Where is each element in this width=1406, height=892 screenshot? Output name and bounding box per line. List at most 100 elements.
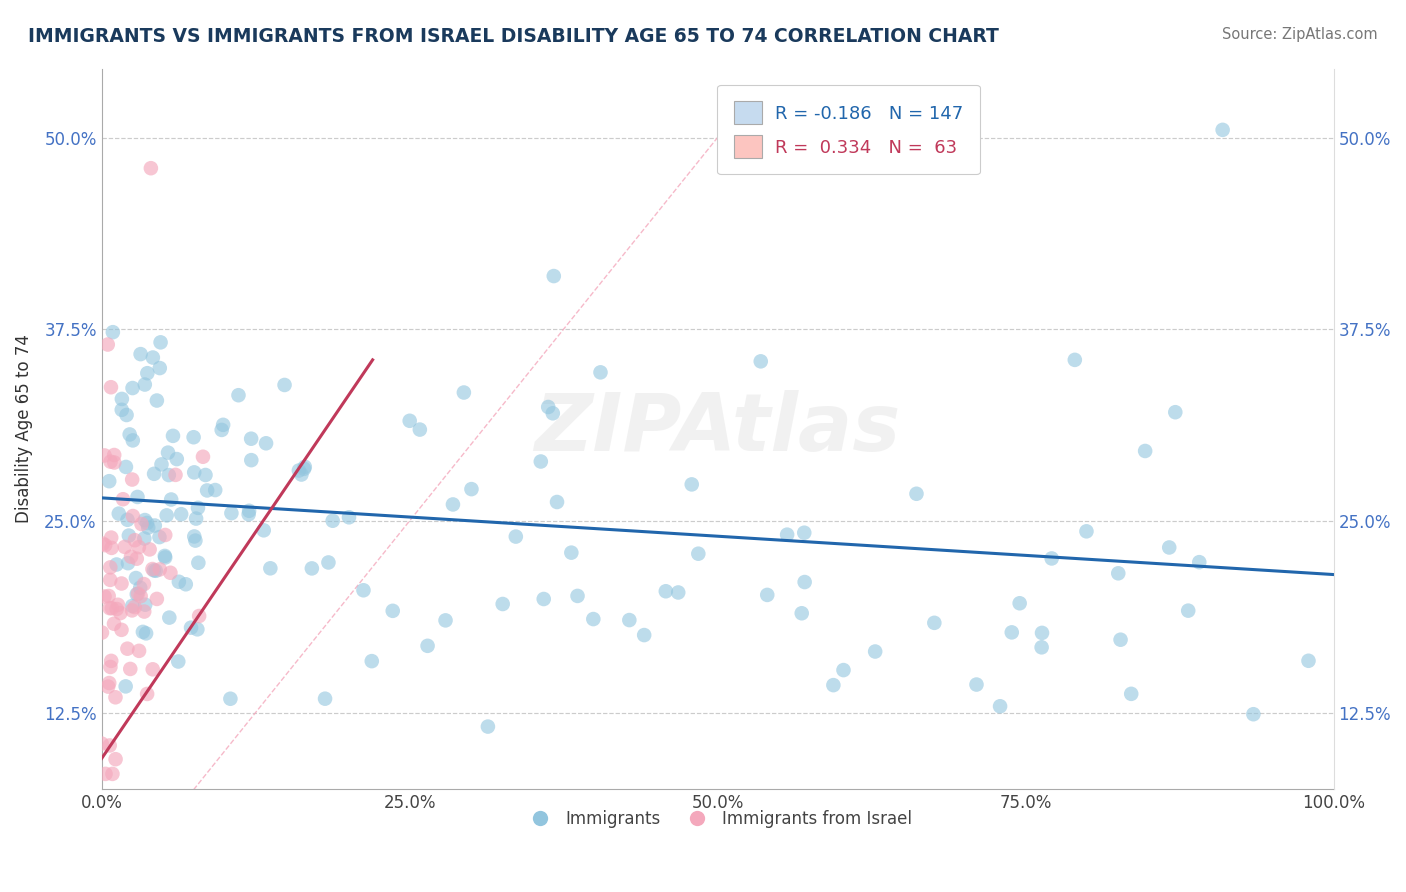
Point	[111, 392, 134, 406]
Point	[337, 510, 360, 524]
Point	[157, 468, 180, 483]
Point	[110, 606, 132, 620]
Point	[110, 623, 132, 637]
Point	[134, 598, 156, 612]
Point	[1177, 604, 1199, 618]
Point	[98, 739, 121, 753]
Point	[1107, 566, 1129, 581]
Point	[117, 513, 139, 527]
Text: IMMIGRANTS VS IMMIGRANTS FROM ISRAEL DISABILITY AGE 65 TO 74 CORRELATION CHART: IMMIGRANTS VS IMMIGRANTS FROM ISRAEL DIS…	[28, 27, 1000, 45]
Point	[793, 525, 815, 540]
Point	[91, 625, 114, 640]
Point	[136, 366, 159, 380]
Point	[477, 720, 499, 734]
Point	[688, 547, 710, 561]
Point	[1008, 596, 1031, 610]
Point	[118, 427, 141, 442]
Point	[104, 752, 127, 766]
Point	[681, 477, 703, 491]
Point	[204, 483, 226, 497]
Point	[567, 589, 589, 603]
Point	[191, 450, 214, 464]
Point	[134, 513, 156, 527]
Point	[141, 562, 163, 576]
Point	[97, 589, 120, 603]
Point	[100, 541, 122, 555]
Point	[104, 690, 127, 705]
Point	[100, 380, 122, 394]
Point	[318, 556, 340, 570]
Point	[1241, 707, 1264, 722]
Point	[97, 680, 120, 694]
Point	[1159, 541, 1181, 555]
Point	[170, 507, 193, 521]
Point	[505, 530, 527, 544]
Point	[184, 511, 207, 525]
Y-axis label: Disability Age 65 to 74: Disability Age 65 to 74	[15, 334, 32, 524]
Point	[398, 414, 420, 428]
Point	[434, 613, 457, 627]
Point	[416, 639, 439, 653]
Point	[121, 434, 143, 448]
Point	[117, 641, 139, 656]
Point	[105, 558, 128, 572]
Point	[157, 610, 180, 624]
Point	[655, 584, 678, 599]
Point	[142, 662, 165, 676]
Point	[121, 599, 143, 613]
Point	[143, 467, 166, 481]
Point	[187, 500, 209, 515]
Point	[146, 591, 169, 606]
Point	[157, 445, 180, 459]
Point	[183, 529, 205, 543]
Point	[905, 487, 928, 501]
Point	[988, 699, 1011, 714]
Point	[165, 467, 187, 482]
Point	[288, 463, 311, 477]
Point	[111, 402, 134, 417]
Point	[132, 577, 155, 591]
Point	[1121, 687, 1143, 701]
Point	[183, 466, 205, 480]
Point	[114, 679, 136, 693]
Point	[187, 556, 209, 570]
Point	[136, 687, 159, 701]
Point	[120, 549, 142, 564]
Point	[98, 601, 121, 615]
Point	[136, 520, 159, 534]
Point	[115, 408, 138, 422]
Point	[143, 518, 166, 533]
Point	[924, 615, 946, 630]
Point	[666, 585, 689, 599]
Point	[94, 767, 117, 781]
Point	[136, 516, 159, 530]
Point	[93, 590, 115, 604]
Point	[832, 663, 855, 677]
Point	[776, 527, 799, 541]
Point	[145, 564, 167, 578]
Point	[1076, 524, 1098, 539]
Point	[149, 335, 172, 350]
Point	[125, 551, 148, 566]
Point	[560, 546, 582, 560]
Point	[100, 531, 122, 545]
Point	[1001, 625, 1024, 640]
Point	[118, 528, 141, 542]
Point	[114, 540, 136, 554]
Point	[381, 604, 404, 618]
Text: ZIPAtlas: ZIPAtlas	[534, 390, 901, 468]
Point	[146, 393, 169, 408]
Point	[142, 351, 165, 365]
Point	[155, 528, 177, 542]
Point	[139, 161, 162, 176]
Point	[749, 354, 772, 368]
Point	[183, 430, 205, 444]
Point	[111, 492, 134, 507]
Point	[131, 517, 153, 532]
Point	[98, 474, 121, 488]
Point	[290, 467, 312, 482]
Point	[492, 597, 515, 611]
Point	[107, 507, 129, 521]
Point	[105, 602, 128, 616]
Point	[100, 455, 122, 469]
